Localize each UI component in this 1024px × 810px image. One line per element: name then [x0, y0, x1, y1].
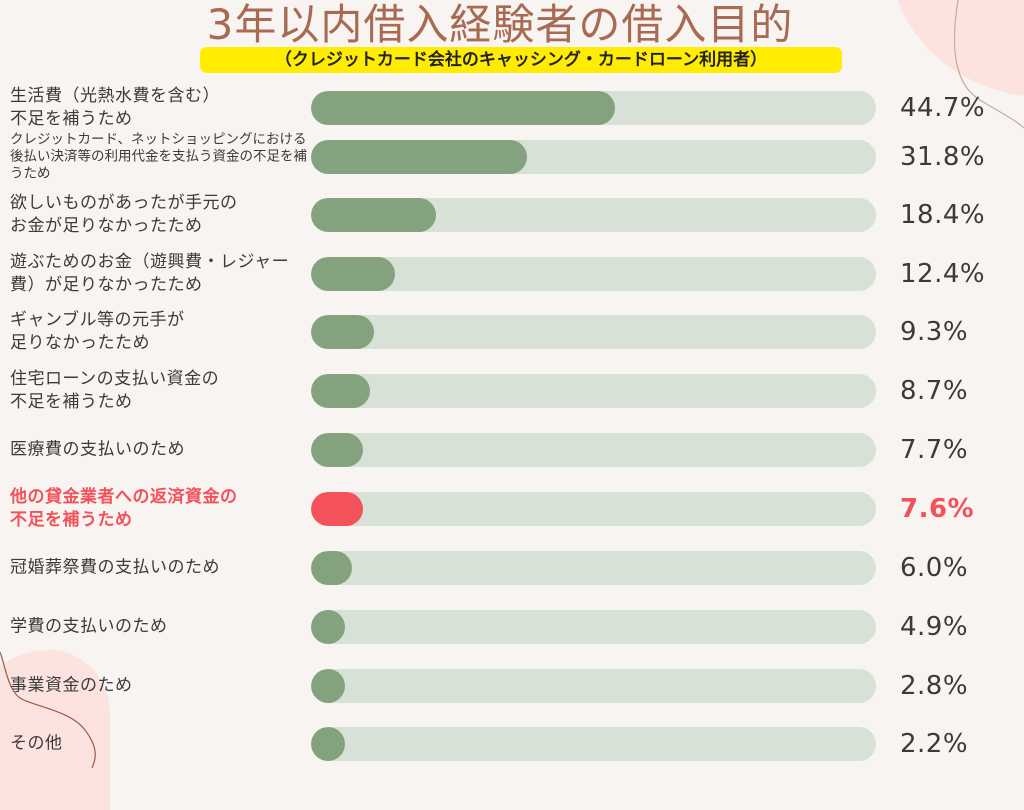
bar-track	[311, 433, 876, 467]
bar-fill	[311, 492, 363, 526]
bar-label: その他	[10, 733, 63, 754]
bar-row: その他 2.2%	[0, 715, 1024, 773]
bar-value: 7.7%	[900, 435, 969, 465]
bar-label: クレジットカード、ネットショッピングにおける後払い決済等の利用代金を支払う資金の…	[10, 131, 307, 182]
bar-label: 欲しいものがあったが手元の お金が足りなかったため	[10, 193, 238, 236]
bar-track	[311, 669, 876, 703]
bar-fill	[311, 198, 437, 232]
bar-fill	[311, 669, 345, 703]
bar-value: 18.4%	[900, 200, 986, 230]
bar-value: 8.7%	[900, 376, 969, 406]
bar-track	[311, 140, 876, 174]
bar-value: 2.8%	[900, 671, 969, 701]
bar-label: 住宅ローンの支払い資金の 不足を補うため	[10, 369, 220, 412]
bar-value: 9.3%	[900, 317, 969, 347]
bar-row: 冠婚葬祭費の支払いのため 6.0%	[0, 539, 1024, 597]
bar-track	[311, 374, 876, 408]
bar-value: 4.9%	[900, 612, 969, 642]
bar-track	[311, 198, 876, 232]
bar-label: 生活費（光熱水費を含む） 不足を補うため	[10, 86, 220, 129]
bar-label: ギャンブル等の元手が 足りなかったため	[10, 310, 185, 353]
bar-row: 遊ぶためのお金（遊興費・レジャー費）が足りなかったため 12.4%	[0, 245, 1024, 303]
bar-fill	[311, 257, 396, 291]
bar-fill	[311, 610, 345, 644]
bar-track	[311, 257, 876, 291]
bar-label: 遊ぶためのお金（遊興費・レジャー費）が足りなかったため	[10, 252, 290, 295]
bar-label: 冠婚葬祭費の支払いのため	[10, 557, 220, 578]
bar-fill	[311, 315, 375, 349]
bar-fill	[311, 374, 371, 408]
bar-row: 医療費の支払いのため 7.7%	[0, 421, 1024, 479]
bar-fill	[311, 91, 616, 125]
bar-row: ギャンブル等の元手が 足りなかったため 9.3%	[0, 303, 1024, 361]
bar-track	[311, 551, 876, 585]
bar-label: 医療費の支払いのため	[10, 439, 185, 460]
bar-row: 他の貸金業者への返済資金の 不足を補うため 7.6%	[0, 480, 1024, 538]
bar-row: 欲しいものがあったが手元の お金が足りなかったため 18.4%	[0, 186, 1024, 244]
bar-label: 他の貸金業者への返済資金の 不足を補うため	[10, 487, 238, 530]
bar-track	[311, 727, 876, 761]
bar-value: 2.2%	[900, 729, 969, 759]
bar-row: 事業資金のため 2.8%	[0, 657, 1024, 715]
bar-row: 住宅ローンの支払い資金の 不足を補うため 8.7%	[0, 362, 1024, 420]
bar-value: 7.6%	[900, 494, 975, 524]
bar-value: 31.8%	[900, 142, 986, 172]
bar-fill	[311, 727, 345, 761]
bar-value: 6.0%	[900, 553, 969, 583]
bar-value: 44.7%	[900, 93, 986, 123]
bar-row: 学費の支払いのため 4.9%	[0, 598, 1024, 656]
bar-fill	[311, 140, 528, 174]
bar-label: 事業資金のため	[10, 675, 133, 696]
bar-track	[311, 91, 876, 125]
chart-title: 3年以内借入経験者の借入目的	[206, 0, 794, 49]
bar-track	[311, 315, 876, 349]
bar-row: 生活費（光熱水費を含む） 不足を補うため 44.7%	[0, 79, 1024, 137]
bar-label: 学費の支払いのため	[10, 616, 168, 637]
bar-row: クレジットカード、ネットショッピングにおける後払い決済等の利用代金を支払う資金の…	[0, 128, 1024, 186]
bar-track	[311, 610, 876, 644]
bar-value: 12.4%	[900, 259, 986, 289]
bar-fill	[311, 433, 364, 467]
bar-track	[311, 492, 876, 526]
chart-subtitle: （クレジットカード会社のキャッシング・カードローン利用者）	[200, 47, 842, 73]
bar-fill	[311, 551, 352, 585]
